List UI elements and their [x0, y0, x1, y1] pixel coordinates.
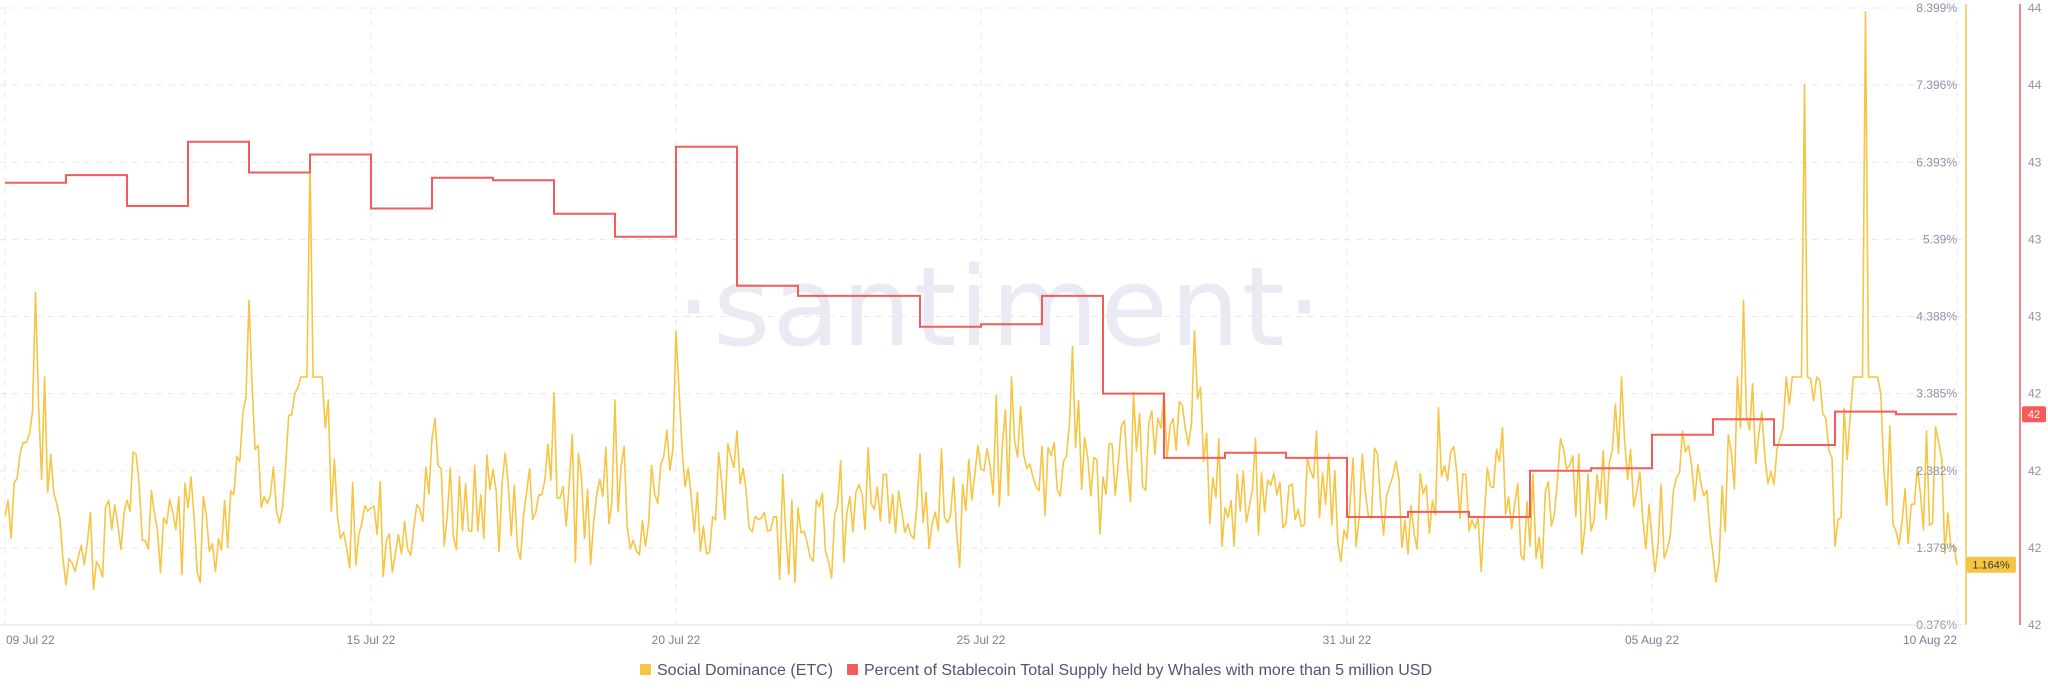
social-dominance-value-text: 1.164% — [1972, 560, 2010, 572]
right-y-tick-label: 42 — [2028, 464, 2042, 478]
left-y-tick-label: 3.385% — [1916, 387, 1957, 401]
left-y-tick-label: 6.393% — [1916, 155, 1957, 169]
x-tick-label: 05 Aug 22 — [1625, 633, 1679, 647]
legend-swatch — [847, 664, 858, 675]
social-dominance-value-badge — [1966, 556, 2016, 573]
whales-value-text: 42 — [2028, 409, 2040, 421]
whales-step-line — [5, 140, 1957, 518]
left-y-tick-label: 4.388% — [1916, 310, 1957, 324]
axis-layer: 0.376%1.379%2.382%3.385%4.388%5.39%6.393… — [0, 1, 2046, 647]
right-y-tick-label: 43 — [2028, 232, 2042, 246]
x-tick-label: 15 Jul 22 — [347, 633, 396, 647]
whales-value-badge — [2022, 406, 2046, 423]
watermark: ·santiment· — [676, 243, 1324, 371]
right-y-tick-label: 44 — [2028, 1, 2042, 15]
x-tick-label: 09 Jul 22 — [6, 633, 55, 647]
legend-label: Percent of Stablecoin Total Supply held … — [864, 662, 1432, 679]
right-y-tick-label: 42 — [2028, 541, 2042, 555]
right-y-tick-label: 42 — [2028, 387, 2042, 401]
left-y-tick-label: 8.399% — [1916, 1, 1957, 15]
left-y-tick-label: 7.396% — [1916, 78, 1957, 92]
x-tick-label: 31 Jul 22 — [1323, 633, 1372, 647]
legend-label: Social Dominance (ETC) — [657, 662, 833, 679]
legend-swatch — [640, 664, 651, 675]
right-y-tick-label: 42 — [2028, 618, 2042, 632]
x-tick-label: 25 Jul 22 — [957, 633, 1006, 647]
x-tick-label: 20 Jul 22 — [652, 633, 701, 647]
legend: Social Dominance (ETC) Percent of Stablec… — [640, 662, 1432, 679]
right-y-tick-label: 44 — [2028, 78, 2042, 92]
left-y-tick-label: 5.39% — [1923, 232, 1957, 246]
left-y-tick-label: 1.379% — [1916, 541, 1957, 555]
series-layer — [4, 11, 1958, 591]
x-tick-label: 10 Aug 22 — [1903, 633, 1957, 647]
right-y-tick-label: 43 — [2028, 310, 2042, 324]
left-y-tick-label: 2.382% — [1916, 464, 1957, 478]
right-y-tick-label: 43 — [2028, 155, 2042, 169]
grid-layer — [0, 7, 1962, 626]
